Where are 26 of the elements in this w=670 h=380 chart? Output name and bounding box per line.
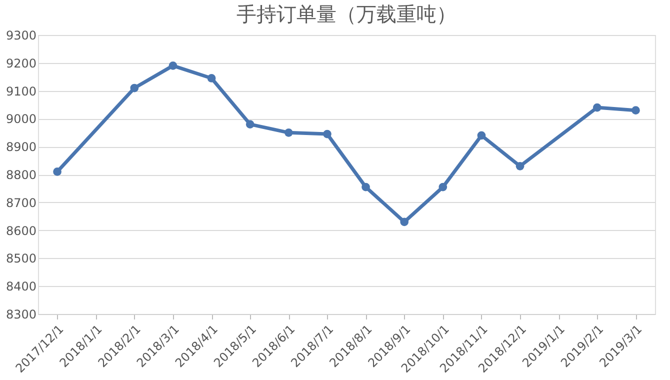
point bbox=[362, 182, 370, 192]
point bbox=[168, 62, 178, 70]
point bbox=[400, 218, 409, 226]
point bbox=[516, 162, 524, 170]
y-tick-label: 8500 bbox=[6, 252, 36, 266]
y-tick-label: 9300 bbox=[6, 28, 36, 42]
y-tick-label: 8600 bbox=[6, 224, 36, 238]
y-tick-label: 9000 bbox=[6, 112, 36, 126]
point bbox=[632, 106, 640, 115]
point bbox=[130, 84, 139, 92]
point bbox=[284, 128, 293, 137]
chart-title: 手持订单量（万载重吨） bbox=[236, 2, 456, 26]
y-tick-label: 8900 bbox=[6, 140, 36, 154]
point bbox=[477, 131, 486, 140]
point bbox=[53, 168, 62, 176]
point bbox=[207, 74, 216, 82]
y-tick-label: 8800 bbox=[6, 168, 36, 182]
point bbox=[246, 120, 254, 128]
point bbox=[323, 130, 332, 138]
y-tick-label: 8300 bbox=[6, 308, 36, 322]
point bbox=[592, 103, 602, 112]
y-tick-label: 8700 bbox=[6, 196, 36, 210]
y-tick-label: 9200 bbox=[6, 56, 36, 70]
y-tick-label: 8400 bbox=[6, 280, 36, 294]
point bbox=[438, 182, 448, 192]
y-tick-label: 9100 bbox=[6, 84, 36, 98]
